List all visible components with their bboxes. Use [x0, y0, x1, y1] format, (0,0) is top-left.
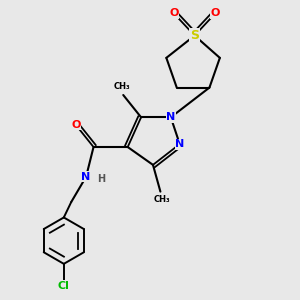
- Text: CH₃: CH₃: [113, 82, 130, 91]
- Text: CH₃: CH₃: [154, 195, 170, 204]
- Text: Cl: Cl: [58, 280, 70, 290]
- Text: O: O: [71, 120, 80, 130]
- Text: N: N: [82, 172, 91, 182]
- Text: O: O: [169, 8, 178, 18]
- Text: H: H: [98, 174, 106, 184]
- Text: S: S: [190, 29, 199, 42]
- Text: N: N: [175, 139, 184, 149]
- Text: O: O: [211, 8, 220, 18]
- Text: N: N: [166, 112, 176, 122]
